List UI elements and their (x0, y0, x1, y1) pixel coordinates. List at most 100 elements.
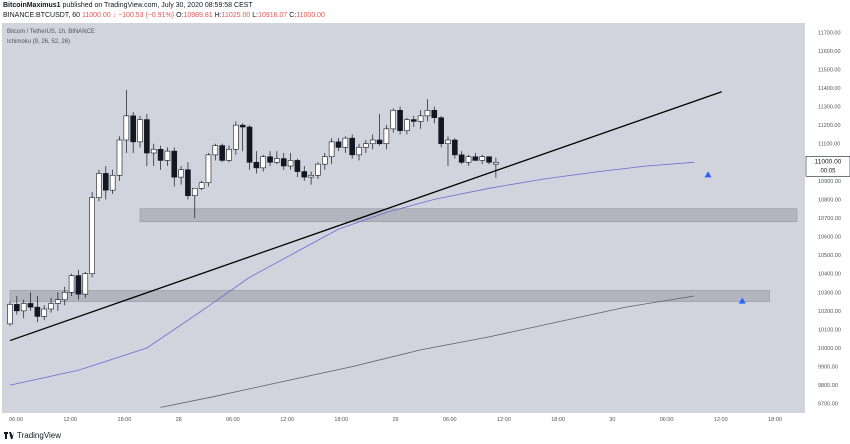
price-axis-area[interactable] (805, 23, 850, 413)
candle-down (27, 303, 34, 308)
time-tick-label: 06:00 (9, 417, 23, 423)
up-arrow-icon (704, 171, 712, 178)
time-tick-label: 12:00 (63, 417, 77, 423)
low-label: L: (252, 12, 259, 19)
candle-down (410, 119, 417, 122)
candle-up (287, 160, 294, 167)
candle-up (465, 156, 472, 163)
chart-header: BitcoinMaximus1 published on TradingView… (0, 0, 850, 22)
candle-down (301, 171, 308, 178)
candle-up (404, 119, 410, 132)
candle-up (363, 143, 369, 148)
candle-down (75, 275, 82, 295)
slow-moving-average-line (160, 295, 695, 408)
candle-up (116, 139, 123, 176)
open-value: 10989.81 (183, 12, 213, 19)
time-tick-label: 29 (392, 417, 398, 423)
price-tick-label: 10900.00 (818, 179, 841, 185)
price-tick-label: 11300.00 (818, 105, 841, 111)
high-value: 11025.00 (221, 12, 251, 19)
publisher-line: BitcoinMaximus1 published on TradingView… (3, 2, 253, 9)
candle-up (96, 173, 102, 198)
candle-up (356, 147, 362, 156)
time-tick-label: 12:00 (497, 417, 511, 423)
candle-up (198, 182, 205, 189)
price-tick-label: 11200.00 (818, 123, 841, 129)
candle-up (226, 148, 232, 161)
tradingview-brand: TradingView (17, 431, 62, 440)
candle-up (68, 275, 75, 293)
tradingview-logo[interactable]: TradingView (4, 431, 61, 440)
price-tick-label: 9900.00 (818, 365, 838, 371)
candle-up (150, 148, 157, 154)
candle-up (260, 156, 267, 169)
price-tick-label: 10800.00 (818, 197, 841, 203)
candle-down (376, 139, 383, 145)
candle-down (157, 148, 164, 161)
time-tick-label: 18:00 (768, 417, 782, 423)
price-tick-label: 10500.00 (818, 253, 841, 259)
time-tick-label: 28 (176, 417, 182, 423)
current-price-tag (805, 155, 850, 177)
candle-down (472, 156, 479, 161)
price-tick-label: 10000.00 (818, 346, 841, 352)
time-tick-label: 30 (609, 417, 615, 423)
time-tick-label: 06:00 (226, 417, 240, 423)
candle-up (212, 145, 219, 156)
candle-down (14, 304, 20, 312)
publish-info: published on TradingView.com, July 30, 2… (62, 2, 253, 9)
candle-up (20, 303, 27, 312)
ascending-trendline (9, 91, 722, 342)
candle-up (89, 197, 95, 275)
price-tick-label: 9700.00 (818, 402, 838, 408)
candle-down (185, 169, 191, 197)
candle-up (369, 139, 376, 145)
candle-up (61, 291, 68, 301)
price-tick-label: 11600.00 (818, 49, 841, 55)
footer (0, 425, 850, 444)
candle-up (205, 154, 212, 184)
candle-up (164, 150, 171, 161)
candle-down (294, 160, 301, 172)
support-zone (139, 208, 798, 223)
support-zone (9, 290, 770, 302)
price-tick-label: 10200.00 (818, 309, 841, 315)
low-value: 10916.07 (258, 12, 288, 19)
candle-down (335, 141, 342, 148)
candle-up (424, 109, 431, 117)
price-tick-label: 10300.00 (818, 290, 841, 296)
open-label: O: (176, 12, 184, 19)
candle-up (137, 119, 143, 143)
candle-down (239, 124, 246, 128)
price-tick-label: 11400.00 (818, 86, 841, 92)
candle-up (55, 299, 61, 304)
candle-down (486, 156, 492, 163)
time-tick-label: 18:00 (118, 417, 132, 423)
candle-down (171, 150, 178, 178)
symbol-name: BINANCE:BTCUSDT, 60 (3, 12, 81, 19)
time-tick-label: 18:00 (334, 417, 348, 423)
candle-down (431, 109, 438, 119)
price-tick-label: 11100.00 (818, 142, 840, 148)
fast-moving-average-line (9, 161, 695, 386)
symbol-line: BINANCE:BTCUSDT, 60 11000.00 ↓ −100.53 (… (3, 12, 325, 19)
price-tick-label: 9800.00 (818, 383, 838, 389)
price-tick-label: 10600.00 (818, 235, 841, 241)
candle-up (445, 139, 451, 145)
candle-up (48, 303, 54, 310)
price-tick-label: 11700.00 (818, 30, 841, 36)
candle-down (349, 137, 355, 156)
price-tick-label: 11500.00 (818, 67, 841, 73)
candle-down (246, 126, 253, 163)
last-price: 11000.00 (81, 12, 111, 19)
candle-up (383, 128, 390, 145)
candle-up (233, 124, 239, 150)
candle-up (479, 156, 486, 161)
price-change: ↓ −100.53 (−0.91%) (112, 12, 175, 19)
time-axis-area[interactable] (2, 413, 805, 425)
candle-up (342, 137, 349, 148)
close-label: C: (289, 12, 297, 19)
tradingview-logo-icon (4, 432, 14, 439)
author-name[interactable]: BitcoinMaximus1 (3, 2, 61, 9)
